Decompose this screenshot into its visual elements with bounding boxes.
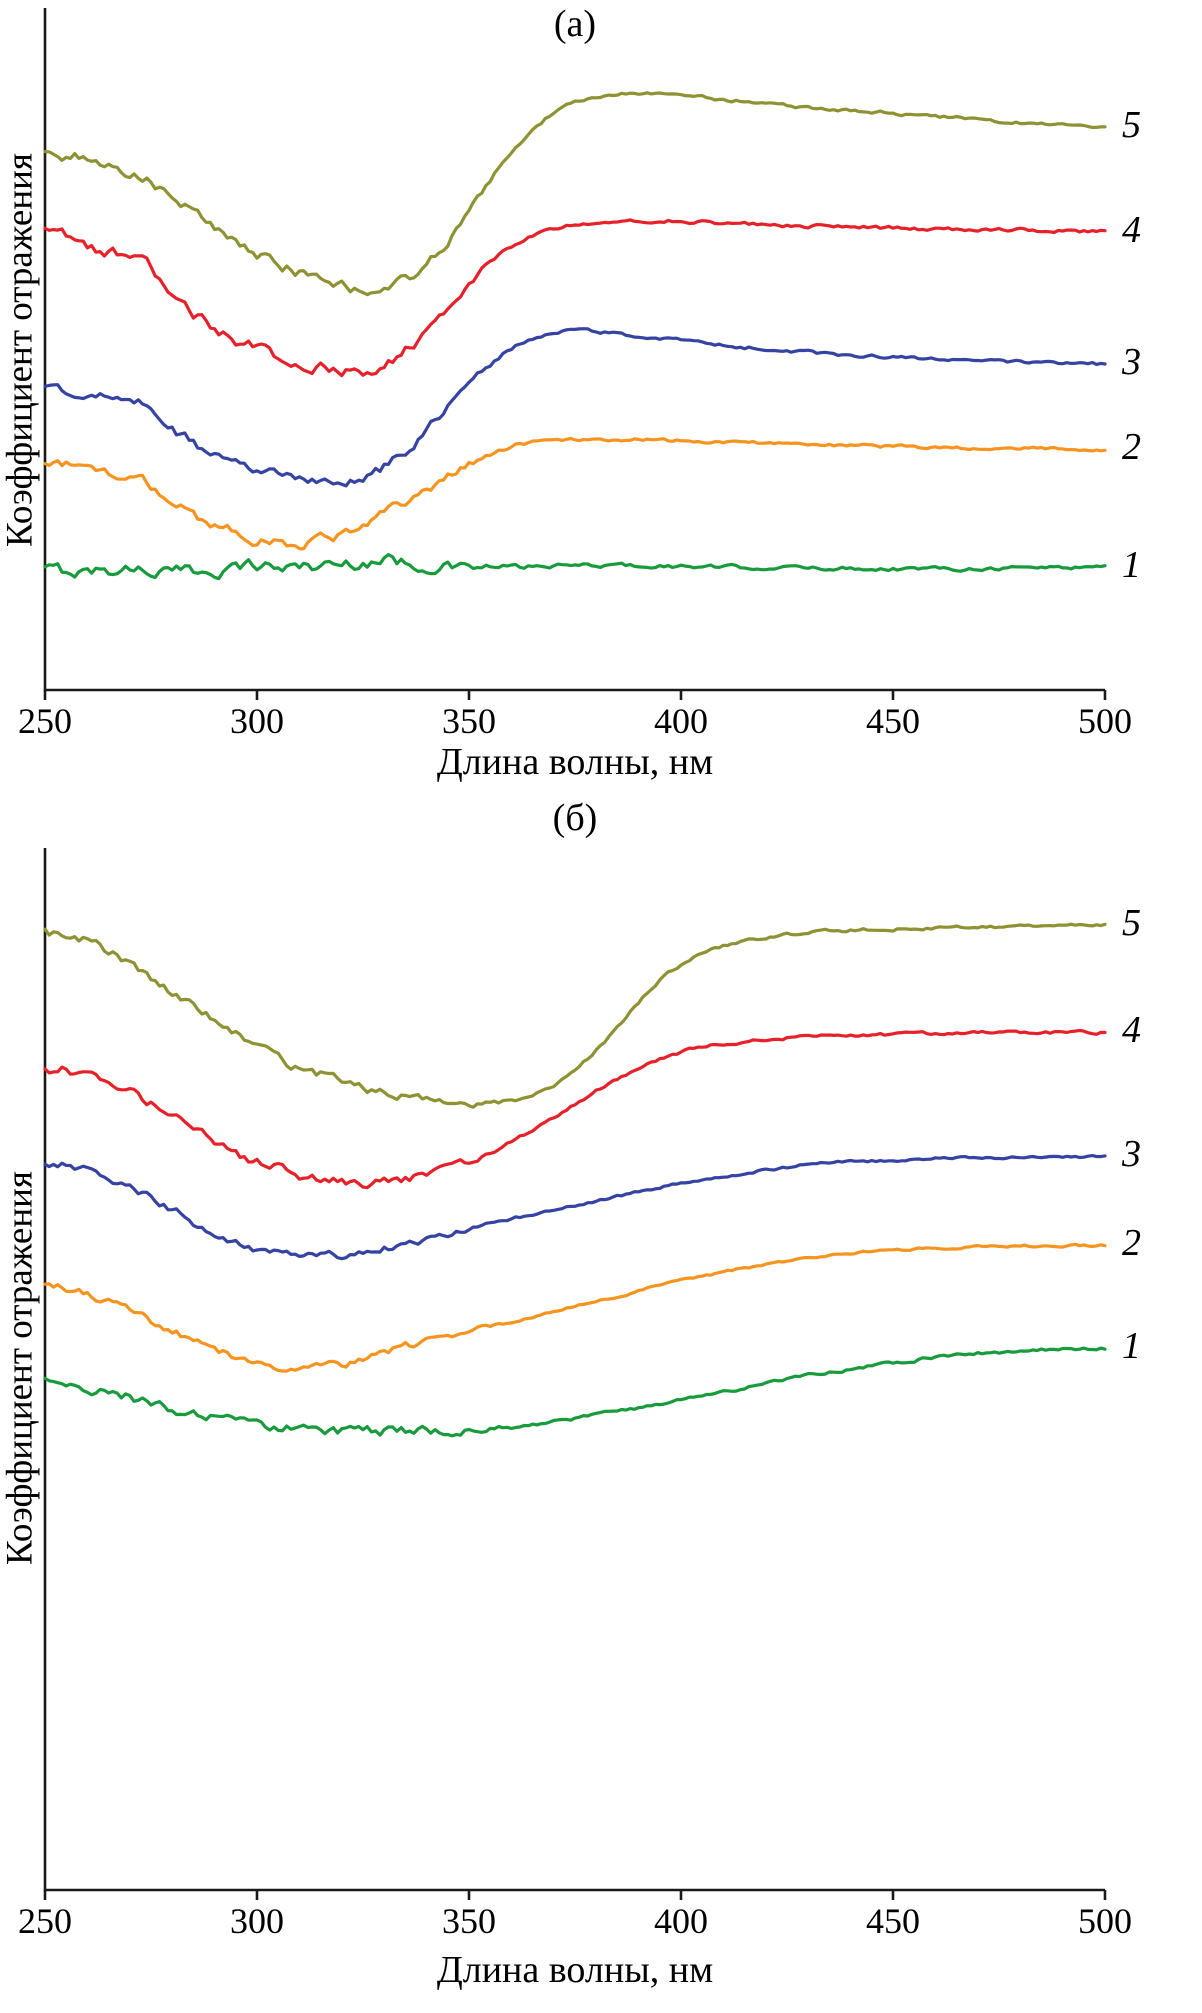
x-tick-label: 400 xyxy=(654,701,708,741)
curve-2-panel-б xyxy=(43,1242,1107,1373)
x-tick-label: 450 xyxy=(866,701,920,741)
curve-2-panel-a xyxy=(43,436,1107,551)
axis-panel-a xyxy=(43,8,1105,692)
x-tick-label: 300 xyxy=(230,1901,284,1941)
x-tick-label: 350 xyxy=(442,1901,496,1941)
x-tick-label: 500 xyxy=(1078,1901,1132,1941)
curve-3-panel-б xyxy=(43,1154,1107,1261)
axis-panel-б xyxy=(43,848,1105,1892)
curve-label-4: 4 xyxy=(1122,1009,1141,1052)
curve-label-3: 3 xyxy=(1122,341,1141,383)
x-tick-label: 250 xyxy=(18,701,72,741)
x-tick-label: 350 xyxy=(442,701,496,741)
curve-label-4: 4 xyxy=(1122,208,1141,251)
panel-b-title: (б) xyxy=(552,797,598,839)
panel-b-ylabel: Коэффициент отражения xyxy=(0,1171,41,1565)
curve-label-5: 5 xyxy=(1122,103,1141,146)
panel-a-ylabel: Коэффициент отражения xyxy=(0,153,41,547)
x-tick-label: 300 xyxy=(230,701,284,741)
curve-label-2: 2 xyxy=(1122,426,1141,469)
curve-label-1: 1 xyxy=(1122,1325,1141,1368)
panel-b-xlabel: Длина волны, нм xyxy=(436,1949,714,1991)
x-tick-label: 400 xyxy=(654,1901,708,1941)
curve-label-1: 1 xyxy=(1122,543,1141,586)
x-tick-label: 450 xyxy=(866,1901,920,1941)
curve-1-panel-б xyxy=(43,1346,1107,1438)
panel-a-title: (а) xyxy=(553,3,597,45)
curve-3-panel-a xyxy=(43,327,1107,488)
curve-5-panel-б xyxy=(43,922,1107,1109)
curve-label-5: 5 xyxy=(1122,902,1141,945)
curve-1-panel-a xyxy=(43,553,1107,581)
curve-4-panel-б xyxy=(43,1028,1107,1190)
x-tick-label: 250 xyxy=(18,1901,72,1941)
curve-5-panel-a xyxy=(43,91,1107,297)
curve-4-panel-a xyxy=(43,218,1107,378)
curve-label-3: 3 xyxy=(1122,1133,1141,1176)
panel-a-xlabel: Длина волны, нм xyxy=(436,741,714,783)
curve-label-2: 2 xyxy=(1122,1222,1141,1264)
x-tick-label: 500 xyxy=(1078,701,1132,741)
